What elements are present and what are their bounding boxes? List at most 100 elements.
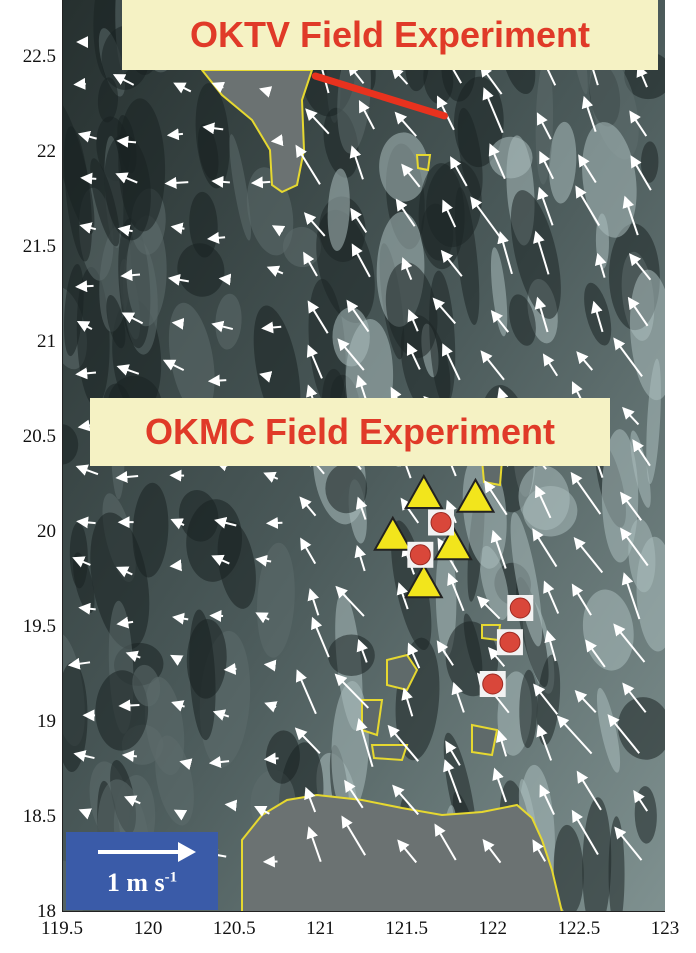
- current-vector: [576, 770, 602, 811]
- current-vector: [212, 709, 230, 721]
- current-vector: [607, 714, 640, 754]
- current-vector: [171, 700, 185, 712]
- current-vector: [533, 683, 559, 715]
- current-vector: [401, 257, 413, 280]
- current-vector: [556, 715, 593, 755]
- current-vector: [477, 595, 501, 620]
- y-tick-label: 19: [37, 711, 56, 732]
- current-vector: [75, 464, 99, 476]
- current-vector: [570, 471, 602, 515]
- current-vector: [295, 144, 321, 185]
- current-vector: [76, 320, 93, 332]
- current-vector: [633, 789, 649, 812]
- current-vector: [116, 135, 137, 148]
- current-vector: [271, 225, 286, 237]
- current-vector: [534, 296, 549, 333]
- current-vector: [78, 808, 93, 820]
- current-vector: [629, 110, 648, 137]
- current-vector: [443, 759, 462, 804]
- current-vector: [307, 588, 320, 616]
- current-vector: [578, 154, 597, 184]
- current-vector: [344, 779, 364, 809]
- current-vector: [450, 156, 468, 187]
- current-vector: [358, 100, 375, 130]
- current-vector: [397, 839, 418, 864]
- current-vector: [173, 809, 188, 821]
- x-tick-label: 120: [133, 918, 163, 939]
- current-vector: [492, 767, 507, 803]
- current-vector: [354, 544, 367, 572]
- current-vector: [573, 537, 604, 574]
- current-vector: [211, 175, 230, 188]
- current-vector: [295, 669, 317, 715]
- x-tick-label: 122: [478, 918, 507, 939]
- current-vector: [259, 371, 273, 383]
- current-vector: [67, 657, 91, 670]
- current-vector: [80, 172, 97, 185]
- current-vector: [169, 559, 182, 572]
- current-vector: [112, 74, 135, 86]
- current-vector: [497, 231, 513, 275]
- current-vector: [214, 517, 237, 529]
- current-vector: [532, 839, 547, 862]
- current-vector: [346, 299, 370, 333]
- current-vector: [576, 351, 594, 371]
- y-tick-label: 20.5: [22, 426, 56, 447]
- current-vector: [447, 572, 465, 612]
- current-vector: [442, 343, 461, 381]
- current-vector: [224, 799, 238, 812]
- current-vector: [470, 196, 502, 239]
- current-vector: [263, 752, 279, 765]
- current-vector: [395, 198, 416, 227]
- current-vector: [539, 150, 555, 180]
- current-vector: [118, 699, 140, 712]
- current-vector: [170, 654, 184, 666]
- small-islands: [361, 154, 504, 762]
- current-vector: [304, 786, 317, 813]
- y-tick-label: 19.5: [22, 616, 56, 637]
- x-tick-label: 120.5: [212, 918, 256, 939]
- current-vector: [261, 321, 282, 334]
- current-vector: [334, 673, 370, 709]
- current-vector: [571, 809, 599, 856]
- mooring-marker: [409, 544, 431, 566]
- current-vector: [622, 195, 639, 236]
- current-vector: [223, 662, 237, 675]
- okmc-markers: [373, 473, 534, 697]
- y-tick-label: 22.5: [22, 46, 56, 67]
- current-vector: [77, 130, 97, 143]
- current-vector: [387, 724, 419, 762]
- scale-label: 1 m s-1: [106, 868, 178, 897]
- current-vector: [480, 350, 505, 381]
- current-vector: [490, 529, 507, 569]
- y-tick-label: 18.5: [22, 806, 56, 827]
- current-vector: [480, 64, 503, 95]
- current-vector: [622, 682, 647, 713]
- current-vector: [170, 222, 185, 235]
- current-vector: [355, 496, 368, 520]
- current-vector: [75, 367, 97, 380]
- current-vector: [534, 484, 552, 519]
- current-vector: [266, 265, 284, 277]
- current-vector: [484, 480, 508, 516]
- current-vector: [445, 740, 461, 766]
- current-vector: [263, 471, 279, 483]
- current-vector: [303, 251, 318, 277]
- current-vector: [294, 727, 321, 755]
- current-vector: [307, 300, 329, 334]
- current-vector: [208, 756, 230, 768]
- current-vector: [162, 359, 185, 372]
- current-vector: [621, 572, 641, 620]
- current-vector: [170, 518, 185, 530]
- y-tick-label: 18: [37, 901, 56, 922]
- current-vector: [349, 145, 364, 180]
- current-vector: [72, 556, 91, 568]
- current-vector: [440, 249, 463, 277]
- current-vector: [206, 231, 226, 244]
- current-vector: [536, 724, 553, 761]
- current-vector: [482, 838, 502, 864]
- current-vector: [401, 687, 414, 717]
- current-vector: [533, 230, 550, 275]
- current-vector: [591, 300, 604, 333]
- current-vector: [250, 176, 271, 189]
